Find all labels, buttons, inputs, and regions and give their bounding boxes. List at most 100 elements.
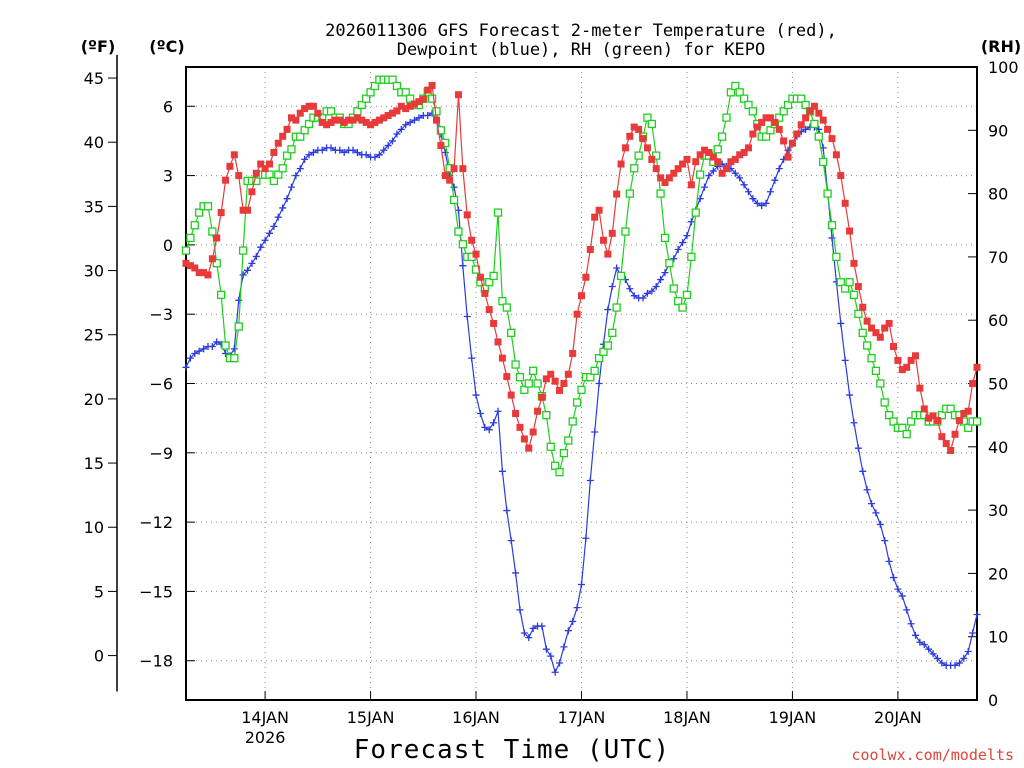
chart-title-line-1: 2026011306 GFS Forecast 2-meter Temperat… — [325, 21, 837, 41]
temperature-point — [556, 386, 564, 394]
temperature-point — [740, 148, 748, 156]
temperature-point — [301, 105, 309, 113]
temperature-point — [973, 363, 981, 371]
temperature-point — [749, 130, 757, 138]
temperature-point — [617, 160, 625, 168]
dewpoint-point — [670, 255, 678, 263]
temperature-point — [639, 135, 647, 143]
temperature-point — [955, 416, 963, 424]
dewpoint-point — [683, 232, 691, 240]
rh-point — [586, 373, 595, 382]
rh-tick-label: 10 — [988, 628, 1008, 647]
temperature-point — [846, 227, 854, 235]
temperature-point — [529, 428, 537, 436]
dewpoint-point — [736, 174, 744, 182]
rh-point — [779, 107, 788, 116]
temperature-point — [200, 269, 208, 277]
dewpoint-point — [406, 118, 414, 126]
temperature-point — [367, 121, 375, 129]
dewpoint-point — [520, 629, 528, 637]
temperature-point — [516, 423, 524, 431]
dewpoint-point — [257, 243, 265, 251]
temperature-point — [784, 153, 792, 161]
dewpoint-point — [476, 410, 484, 418]
temperature-point — [925, 414, 933, 422]
rh-point — [946, 404, 955, 413]
dewpoint-point — [296, 165, 304, 173]
dewpoint-point — [498, 467, 506, 475]
rh-point — [748, 107, 758, 116]
dewpoint-point — [762, 199, 770, 207]
rh-tick-label: 30 — [988, 501, 1008, 520]
dewpoint-point — [709, 167, 717, 175]
rh-tick-label: 80 — [988, 185, 1008, 204]
temperature-point — [578, 292, 585, 300]
temperature-point — [406, 102, 414, 110]
temperature-point — [336, 116, 344, 124]
rh-point — [190, 221, 199, 230]
temperature-point — [252, 169, 260, 177]
dewpoint-point — [191, 349, 199, 357]
dewpoint-point — [661, 269, 669, 277]
rh-tick-label: 100 — [988, 58, 1019, 77]
rh-point — [854, 309, 863, 319]
dewpoint-point — [472, 391, 480, 399]
dewpoint-point — [349, 146, 357, 154]
temperature-point — [683, 155, 691, 163]
rh-point — [634, 151, 643, 160]
temperature-point — [503, 373, 511, 381]
rh-point — [502, 303, 511, 312]
rh-point — [392, 81, 402, 91]
rh-point — [858, 328, 867, 338]
rh-point — [511, 360, 520, 369]
temperature-point — [239, 206, 247, 214]
dewpoint-point — [301, 155, 309, 163]
rh-point — [326, 107, 336, 116]
temperature-point — [876, 333, 884, 341]
temperature-point — [481, 289, 489, 297]
temperature-point — [411, 100, 419, 108]
temperature-point — [485, 306, 493, 314]
rh-point — [357, 100, 366, 110]
rh-point — [726, 88, 736, 97]
rh-point — [889, 417, 898, 426]
dewpoint-point — [973, 611, 981, 619]
dewpoint-point — [490, 419, 498, 427]
temperature-point — [951, 430, 959, 438]
temperature-point — [828, 135, 836, 143]
temperature-point — [419, 95, 427, 103]
temperature-point — [608, 229, 616, 237]
temperature-point — [450, 165, 458, 173]
temperature-point — [837, 172, 845, 180]
rh-point — [660, 233, 670, 243]
dewpoint-point — [327, 144, 335, 152]
dewpoint-point — [182, 363, 190, 371]
dewpoint-point — [907, 620, 915, 628]
rh-point — [366, 88, 375, 97]
time-tick-label: 15JAN — [347, 708, 395, 727]
rh-point — [902, 429, 911, 439]
rh-point — [744, 100, 753, 110]
temperature-point — [621, 144, 629, 152]
dewpoint-point — [309, 148, 317, 156]
rh-point — [269, 176, 279, 186]
temperature-point — [630, 123, 638, 131]
temperature-point — [652, 165, 660, 173]
temperature-point — [507, 391, 515, 399]
dewpoint-point — [753, 199, 761, 207]
rh-point — [287, 145, 296, 154]
temperature-point — [327, 118, 335, 126]
rh-point — [669, 284, 678, 293]
temperature-point — [938, 433, 946, 441]
rh-point — [876, 379, 885, 388]
dewpoint-point — [766, 188, 774, 196]
dewpoint-point — [639, 294, 647, 302]
dewpoint-point — [674, 246, 682, 254]
dewpoint-point — [868, 500, 876, 508]
temperature-point — [744, 144, 752, 152]
temperature-point — [432, 116, 440, 124]
rh-point — [485, 278, 494, 287]
dewpoint-point — [573, 604, 581, 612]
dewpoint-point — [200, 345, 208, 353]
rh-axis-unit: (RH) — [981, 37, 1021, 56]
